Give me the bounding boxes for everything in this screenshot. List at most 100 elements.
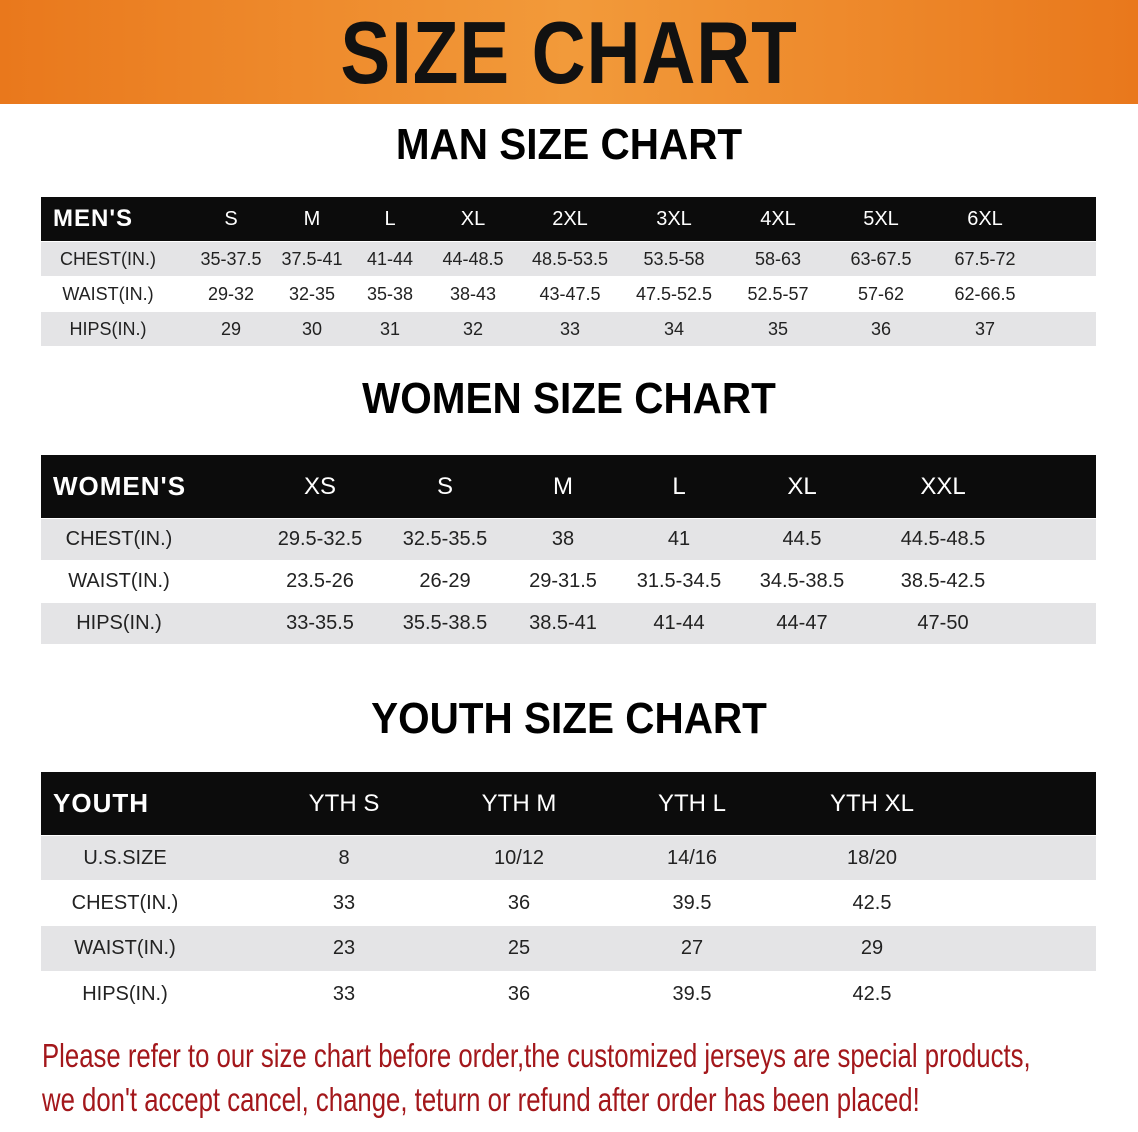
- measurement-value: 39.5: [672, 891, 712, 914]
- measurement-label: WAIST(IN.): [62, 283, 154, 304]
- measurement-label: U.S.SIZE: [83, 846, 167, 869]
- measurement-value: 29.5-32.5: [277, 528, 363, 550]
- measurement-value: 38-43: [449, 283, 497, 304]
- size-header-cell: YTH M: [481, 789, 557, 817]
- men-header-row: MEN'S S M L XL 2XL 3XL 4XL 5XL 6XL: [41, 197, 1096, 241]
- men-table-row: WAIST(IN.) 29-32 32-35 35-38 38-43 43-47.5 47.…: [41, 277, 1096, 311]
- size-header-cell: 5XL: [863, 207, 899, 230]
- men-table-row: CHEST(IN.) 35-37.5 37.5-41 41-44 44-48.5 48.5…: [41, 242, 1096, 276]
- measurement-value: 23: [332, 937, 356, 959]
- measurement-value: 44-48.5: [442, 248, 504, 269]
- measurement-value: 42.5: [852, 891, 892, 914]
- measurement-value: 48.5-53.5: [531, 248, 609, 269]
- youth-table-row: WAIST(IN.) 23 25 27 29: [41, 926, 1096, 971]
- youth-section-title: YOUTH SIZE CHART: [371, 694, 767, 743]
- measurement-label: CHEST(IN.): [71, 891, 179, 914]
- size-header-cell: XS: [303, 472, 337, 500]
- notice-line-2: we don't accept cancel, change, teturn o…: [42, 1081, 920, 1118]
- women-section-title: WOMEN SIZE CHART: [362, 374, 776, 423]
- table-title-cell: YOUTH: [53, 788, 149, 818]
- size-header-cell: M: [553, 472, 573, 500]
- measurement-value: 38.5-41: [529, 612, 597, 634]
- measurement-value: 42.5: [852, 982, 892, 1005]
- measurement-value: 38.5-42.5: [900, 570, 986, 592]
- measurement-value: 47.5-52.5: [635, 283, 713, 304]
- measurement-value: 36: [507, 891, 531, 914]
- size-header-cell: L: [384, 207, 396, 230]
- measurement-label: CHEST(IN.): [60, 248, 156, 269]
- measurement-value: 36: [870, 318, 892, 339]
- measurement-value: 34.5-38.5: [759, 570, 845, 592]
- youth-header-row: YOUTH YTH S YTH M YTH L YTH XL: [41, 772, 1096, 835]
- measurement-value: 41: [667, 528, 691, 550]
- size-header-cell: YTH L: [657, 789, 727, 817]
- measurement-value: 18/20: [846, 846, 898, 869]
- measurement-value: 26-29: [419, 570, 471, 592]
- measurement-label: WAIST(IN.): [68, 570, 170, 592]
- measurement-label: HIPS(IN.): [76, 612, 162, 634]
- measurement-value: 32-35: [288, 283, 336, 304]
- measurement-value: 33: [332, 891, 356, 914]
- women-header-row: WOMEN'S XS S M L XL XXL: [41, 455, 1096, 518]
- measurement-value: 39.5: [672, 982, 712, 1005]
- women-table-row: WAIST(IN.) 23.5-26 26-29 29-31.5 31.5-34.5 34…: [41, 561, 1096, 602]
- measurement-value: 33: [559, 318, 581, 339]
- measurement-value: 63-67.5: [850, 248, 912, 269]
- size-header-cell: S: [436, 472, 454, 500]
- measurement-value: 62-66.5: [954, 283, 1016, 304]
- measurement-value: 43-47.5: [539, 283, 601, 304]
- size-header-cell: M: [303, 207, 321, 230]
- measurement-value: 27: [680, 937, 704, 959]
- measurement-value: 35-38: [366, 283, 414, 304]
- table-title-cell: MEN'S: [53, 205, 134, 232]
- measurement-value: 67.5-72: [954, 248, 1016, 269]
- measurement-value: 30: [301, 318, 323, 339]
- measurement-value: 33-35.5: [286, 612, 354, 634]
- measurement-value: 33: [332, 982, 356, 1005]
- women-table-row: HIPS(IN.) 33-35.5 35.5-38.5 38.5-41 41-44 44-…: [41, 603, 1096, 644]
- measurement-value: 37: [974, 318, 996, 339]
- size-header-cell: YTH S: [308, 789, 380, 817]
- measurement-value: 32: [462, 318, 484, 339]
- measurement-value: 44.5: [782, 528, 822, 550]
- banner: SIZE CHART: [0, 0, 1138, 104]
- measurement-value: 52.5-57: [747, 283, 809, 304]
- measurement-value: 8: [338, 846, 350, 869]
- measurement-label: CHEST(IN.): [65, 528, 173, 550]
- measurement-value: 41-44: [366, 248, 414, 269]
- measurement-value: 31: [379, 318, 401, 339]
- measurement-value: 35.5-38.5: [402, 612, 488, 634]
- women-table-row: CHEST(IN.) 29.5-32.5 32.5-35.5 38 41 44.5 44.5…: [41, 519, 1096, 560]
- size-header-cell: L: [672, 472, 686, 500]
- measurement-value: 36: [507, 982, 531, 1005]
- notice-line-1: Please refer to our size chart before or…: [42, 1037, 1031, 1074]
- measurement-label: WAIST(IN.): [74, 937, 176, 959]
- size-header-cell: S: [224, 207, 238, 230]
- size-header-cell: 2XL: [552, 207, 588, 230]
- measurement-value: 53.5-58: [643, 248, 705, 269]
- measurement-value: 47-50: [917, 612, 969, 634]
- size-header-cell: XL: [787, 472, 817, 500]
- table-title-cell: WOMEN'S: [53, 471, 187, 501]
- size-header-cell: 6XL: [967, 207, 1003, 230]
- size-header-cell: XL: [460, 207, 486, 230]
- measurement-value: 35-37.5: [200, 248, 262, 269]
- size-header-cell: 3XL: [656, 207, 692, 230]
- measurement-value: 14/16: [666, 846, 718, 869]
- measurement-value: 29-31.5: [529, 570, 597, 592]
- youth-table-row: HIPS(IN.) 33 36 39.5 42.5: [41, 972, 1096, 1016]
- measurement-value: 57-62: [857, 283, 905, 304]
- measurement-value: 44.5-48.5: [900, 528, 986, 550]
- youth-table-row: CHEST(IN.) 33 36 39.5 42.5: [41, 881, 1096, 925]
- measurement-value: 44-47: [776, 612, 828, 634]
- banner-title: SIZE CHART: [340, 3, 798, 102]
- measurement-value: 58-63: [754, 248, 802, 269]
- measurement-value: 34: [663, 318, 685, 339]
- size-header-cell: YTH XL: [829, 789, 915, 817]
- measurement-value: 25: [507, 937, 531, 959]
- size-header-cell: 4XL: [760, 207, 796, 230]
- measurement-value: 41-44: [653, 612, 705, 634]
- measurement-value: 29: [860, 937, 884, 959]
- measurement-value: 10/12: [493, 846, 545, 869]
- men-section-title: MAN SIZE CHART: [395, 120, 743, 169]
